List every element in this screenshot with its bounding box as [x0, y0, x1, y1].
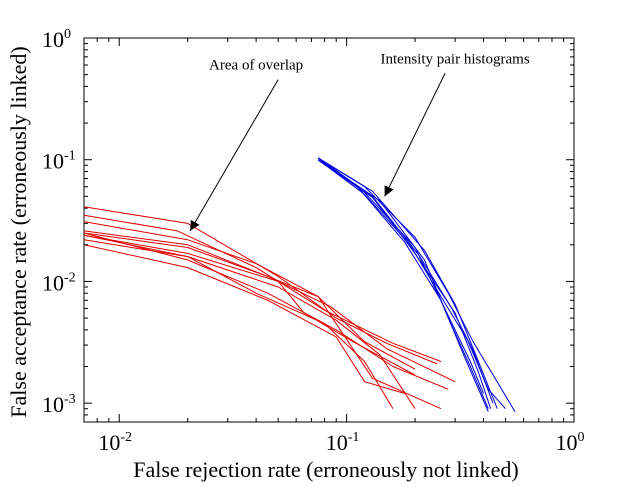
- series-line-red-4: [83, 232, 456, 383]
- series-line-blue-18: [317, 159, 492, 409]
- x-axis-label: False rejection rate (erroneously not li…: [133, 457, 518, 482]
- series-line-blue-12: [319, 158, 498, 409]
- series-line-red-1: [83, 206, 438, 365]
- y-tick-label: 10-2: [42, 270, 76, 295]
- plot-area: [83, 37, 575, 423]
- series-line-blue-16: [321, 161, 489, 409]
- series-line-red-3: [83, 221, 416, 370]
- annotation-arrow-2: [384, 73, 446, 197]
- y-tick-label: 10-1: [42, 149, 76, 174]
- series-line-red-10: [83, 239, 416, 409]
- series-line-blue-17: [319, 158, 484, 394]
- annotation-label-2: Intensity pair histograms: [381, 51, 530, 67]
- series-line-blue-14: [320, 160, 494, 404]
- series-line-red-9: [83, 234, 394, 409]
- x-tick-label: 10-2: [98, 430, 132, 455]
- annotation-arrow-1: [189, 79, 279, 232]
- series-layer: [83, 157, 516, 412]
- series-line-blue-11: [317, 157, 516, 412]
- series-line-blue-15: [317, 157, 489, 412]
- y-axis-label: False acceptance rate (erroneously linke…: [6, 46, 31, 417]
- annotation-label-1: Area of overlap: [209, 58, 303, 74]
- y-tick-label: 10-3: [42, 392, 76, 417]
- y-tick-label: 100: [42, 27, 71, 52]
- series-line-red-5: [83, 230, 442, 410]
- ticks-layer: 10-2 10-1 100 10-3 10-2 10-1 100: [42, 27, 585, 455]
- plot-frame: [83, 37, 575, 423]
- series-line-red-2: [83, 214, 442, 362]
- series-line-red-7: [83, 232, 449, 390]
- series-line-blue-13: [317, 159, 506, 410]
- series-line-red-8: [83, 244, 405, 394]
- x-tick-label: 10-1: [326, 430, 360, 455]
- x-tick-label: 100: [556, 430, 585, 455]
- annotations-layer: Area of overlap Intensity pair histograms: [189, 51, 530, 232]
